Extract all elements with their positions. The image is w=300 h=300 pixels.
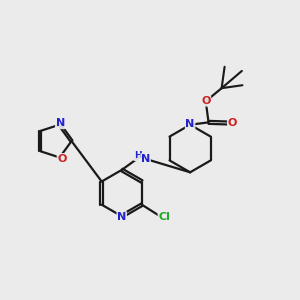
Text: N: N — [117, 212, 126, 222]
Text: O: O — [57, 154, 67, 164]
Text: Cl: Cl — [158, 212, 170, 222]
Text: H: H — [134, 152, 142, 160]
Text: N: N — [56, 118, 65, 128]
Text: O: O — [201, 96, 211, 106]
Text: N: N — [141, 154, 150, 164]
Text: O: O — [228, 118, 237, 128]
Text: N: N — [185, 119, 195, 129]
